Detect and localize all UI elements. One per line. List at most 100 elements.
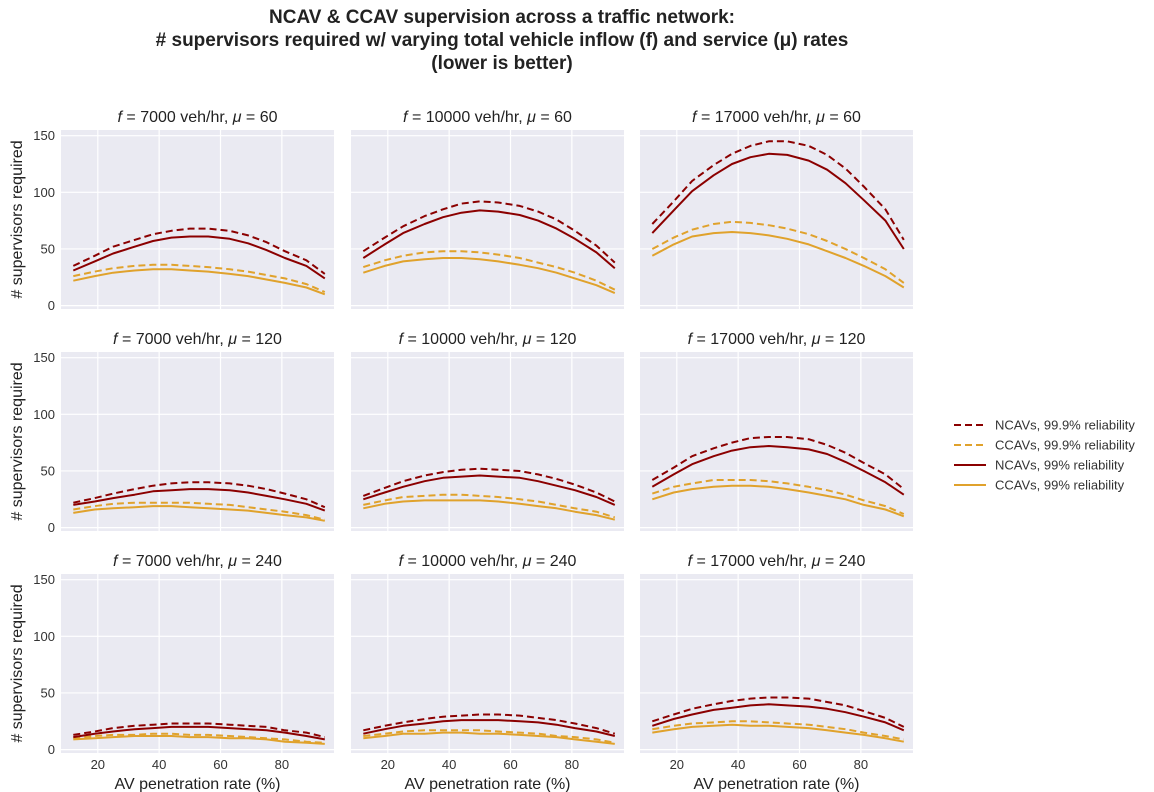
- series-line-ccav99: [73, 735, 325, 745]
- mu-symbol: μ: [811, 553, 821, 570]
- x-tick-label: 40: [442, 757, 456, 772]
- subplot: f = 17000 veh/hr, μ = 240 20 40 60 80: [640, 553, 913, 772]
- series-line-ncav99: [73, 725, 325, 741]
- mu-value: = 240: [531, 553, 576, 570]
- subplot-title: f = 10000 veh/hr, μ = 240: [399, 553, 577, 570]
- mu-symbol: μ: [526, 109, 536, 126]
- x-tick-label: 80: [854, 757, 868, 772]
- f-value: = 10000 veh/hr,: [403, 553, 523, 570]
- series-line-ncav999: [651, 436, 905, 490]
- chart-title-line: # supervisors required w/ varying total …: [156, 30, 849, 51]
- plot-background: [61, 130, 334, 309]
- mu-value: = 60: [241, 109, 277, 126]
- x-tick-label: 80: [275, 757, 289, 772]
- series-line-ccav99: [73, 505, 325, 522]
- x-tick-label: 60: [792, 757, 806, 772]
- series-line-ncav999: [73, 722, 326, 739]
- subplot-title: f = 17000 veh/hr, μ = 240: [688, 553, 866, 570]
- series-line-ncav99: [651, 445, 905, 496]
- y-tick-label: 100: [33, 185, 55, 200]
- y-tick-label: 50: [41, 241, 55, 256]
- series-line-ccav999: [363, 493, 616, 519]
- subplot-title: f = 7000 veh/hr, μ = 120: [113, 331, 282, 348]
- mu-value: = 120: [237, 331, 282, 348]
- subplot: f = 7000 veh/hr, μ = 120 0 50 100 150: [33, 331, 334, 535]
- f-value: = 17000 veh/hr,: [697, 109, 817, 126]
- subplot: f = 17000 veh/hr, μ = 60: [640, 109, 913, 309]
- series-line-ccav999: [363, 729, 615, 744]
- mu-symbol: μ: [815, 109, 825, 126]
- subplot: f = 7000 veh/hr, μ = 60 0 50 100 150: [33, 109, 334, 313]
- series-line-ccav999: [362, 250, 616, 291]
- subplot: f = 10000 veh/hr, μ = 120: [351, 331, 624, 531]
- series-line-ncav999: [651, 140, 905, 241]
- mu-value: = 120: [820, 331, 865, 348]
- plot-background: [640, 130, 913, 309]
- subplot-title: f = 7000 veh/hr, μ = 240: [113, 553, 282, 570]
- y-tick-label: 150: [33, 350, 55, 365]
- mu-value: = 60: [536, 109, 572, 126]
- f-symbol: f: [688, 331, 694, 348]
- series-line-ncav99: [72, 235, 326, 280]
- series-line-ccav99: [651, 231, 905, 289]
- y-tick-label: 100: [33, 407, 55, 422]
- legend-label: NCAVs, 99.9% reliability: [995, 418, 1135, 433]
- legend: NCAVs, 99.9% reliability CCAVs, 99.9% rel…: [954, 418, 1135, 493]
- subplot-title: f = 17000 veh/hr, μ = 60: [692, 109, 861, 126]
- subplot-title: f = 17000 veh/hr, μ = 120: [688, 331, 866, 348]
- series-line-ncav99: [651, 152, 905, 250]
- series-line-ncav99: [362, 474, 616, 506]
- f-symbol: f: [399, 553, 405, 570]
- x-tick-label: 60: [213, 757, 227, 772]
- series-line-ccav99: [363, 731, 615, 745]
- y-tick-label: 150: [33, 128, 55, 143]
- x-tick-label: 60: [503, 757, 517, 772]
- f-value: = 10000 veh/hr,: [408, 109, 528, 126]
- series-line-ccav999: [73, 263, 326, 293]
- subplot: f = 17000 veh/hr, μ = 120: [640, 331, 913, 531]
- mu-value: = 120: [531, 331, 576, 348]
- y-tick-label: 150: [33, 572, 55, 587]
- y-tick-label: 100: [33, 629, 55, 644]
- chart-title-line: NCAV & CCAV supervision across a traffic…: [269, 7, 735, 28]
- f-symbol: f: [113, 553, 119, 570]
- x-tick-label: 20: [670, 757, 684, 772]
- series-line-ncav999: [73, 481, 326, 509]
- mu-value: = 240: [820, 553, 865, 570]
- f-symbol: f: [113, 331, 119, 348]
- f-value: = 17000 veh/hr,: [692, 553, 812, 570]
- y-axis-label: # supervisors required: [9, 584, 26, 742]
- plot-background: [351, 352, 624, 531]
- plot-background: [351, 130, 624, 309]
- series-line-ccav999: [652, 720, 904, 741]
- f-value: = 17000 veh/hr,: [692, 331, 812, 348]
- x-tick-label: 80: [565, 757, 579, 772]
- y-tick-label: 50: [41, 463, 55, 478]
- series-line-ccav99: [651, 484, 905, 518]
- series-line-ccav99: [362, 257, 616, 295]
- x-axis-label: AV penetration rate (%): [114, 776, 280, 792]
- subplot: f = 10000 veh/hr, μ = 240 20 40 60 80: [351, 553, 624, 772]
- f-symbol: f: [403, 109, 409, 126]
- subplot-title: f = 7000 veh/hr, μ = 60: [118, 109, 278, 126]
- y-tick-label: 0: [48, 520, 55, 535]
- series-line-ccav99: [363, 499, 616, 521]
- series-line-ccav999: [651, 220, 905, 284]
- panel-grid: f = 7000 veh/hr, μ = 60 0 50 100 150 f = 1000…: [33, 109, 913, 772]
- chart-title: NCAV & CCAV supervision across a traffic…: [156, 7, 849, 74]
- mu-symbol: μ: [227, 553, 237, 570]
- series-line-ccav999: [73, 501, 326, 521]
- y-tick-label: 50: [41, 685, 55, 700]
- subplot-title: f = 10000 veh/hr, μ = 60: [403, 109, 572, 126]
- f-symbol: f: [692, 109, 698, 126]
- plot-background: [61, 352, 334, 531]
- x-axis-label: AV penetration rate (%): [693, 776, 859, 792]
- subplot: f = 10000 veh/hr, μ = 60: [351, 109, 624, 309]
- legend-label: CCAVs, 99.9% reliability: [995, 438, 1135, 453]
- series-line-ccav99: [652, 723, 904, 743]
- mu-symbol: μ: [522, 553, 532, 570]
- y-axis-label: # supervisors required: [9, 362, 26, 520]
- series-line-ccav999: [651, 479, 905, 515]
- f-symbol: f: [399, 331, 405, 348]
- series-line-ncav999: [72, 227, 326, 275]
